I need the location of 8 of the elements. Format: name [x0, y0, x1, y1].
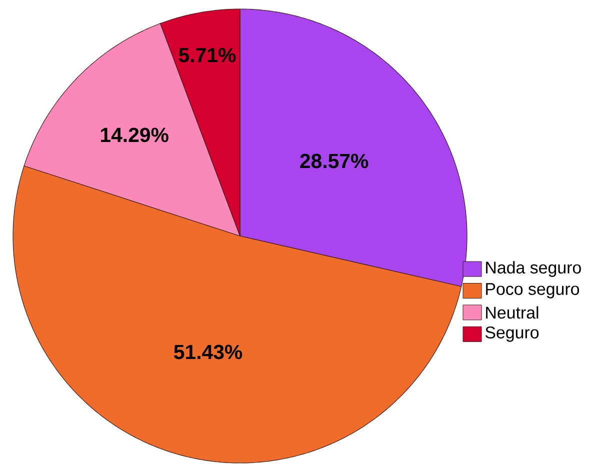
data-label: 5.71% [178, 48, 236, 62]
data-label: 14.29% [100, 128, 168, 142]
legend-label: Seguro [485, 326, 539, 342]
legend-label: Neutral [486, 306, 538, 319]
legend-label: Poco seguro [486, 283, 580, 298]
legend-label: Nada seguro [486, 261, 581, 277]
data-label: 51.43% [174, 344, 242, 360]
data-label: 28.57% [300, 154, 368, 168]
